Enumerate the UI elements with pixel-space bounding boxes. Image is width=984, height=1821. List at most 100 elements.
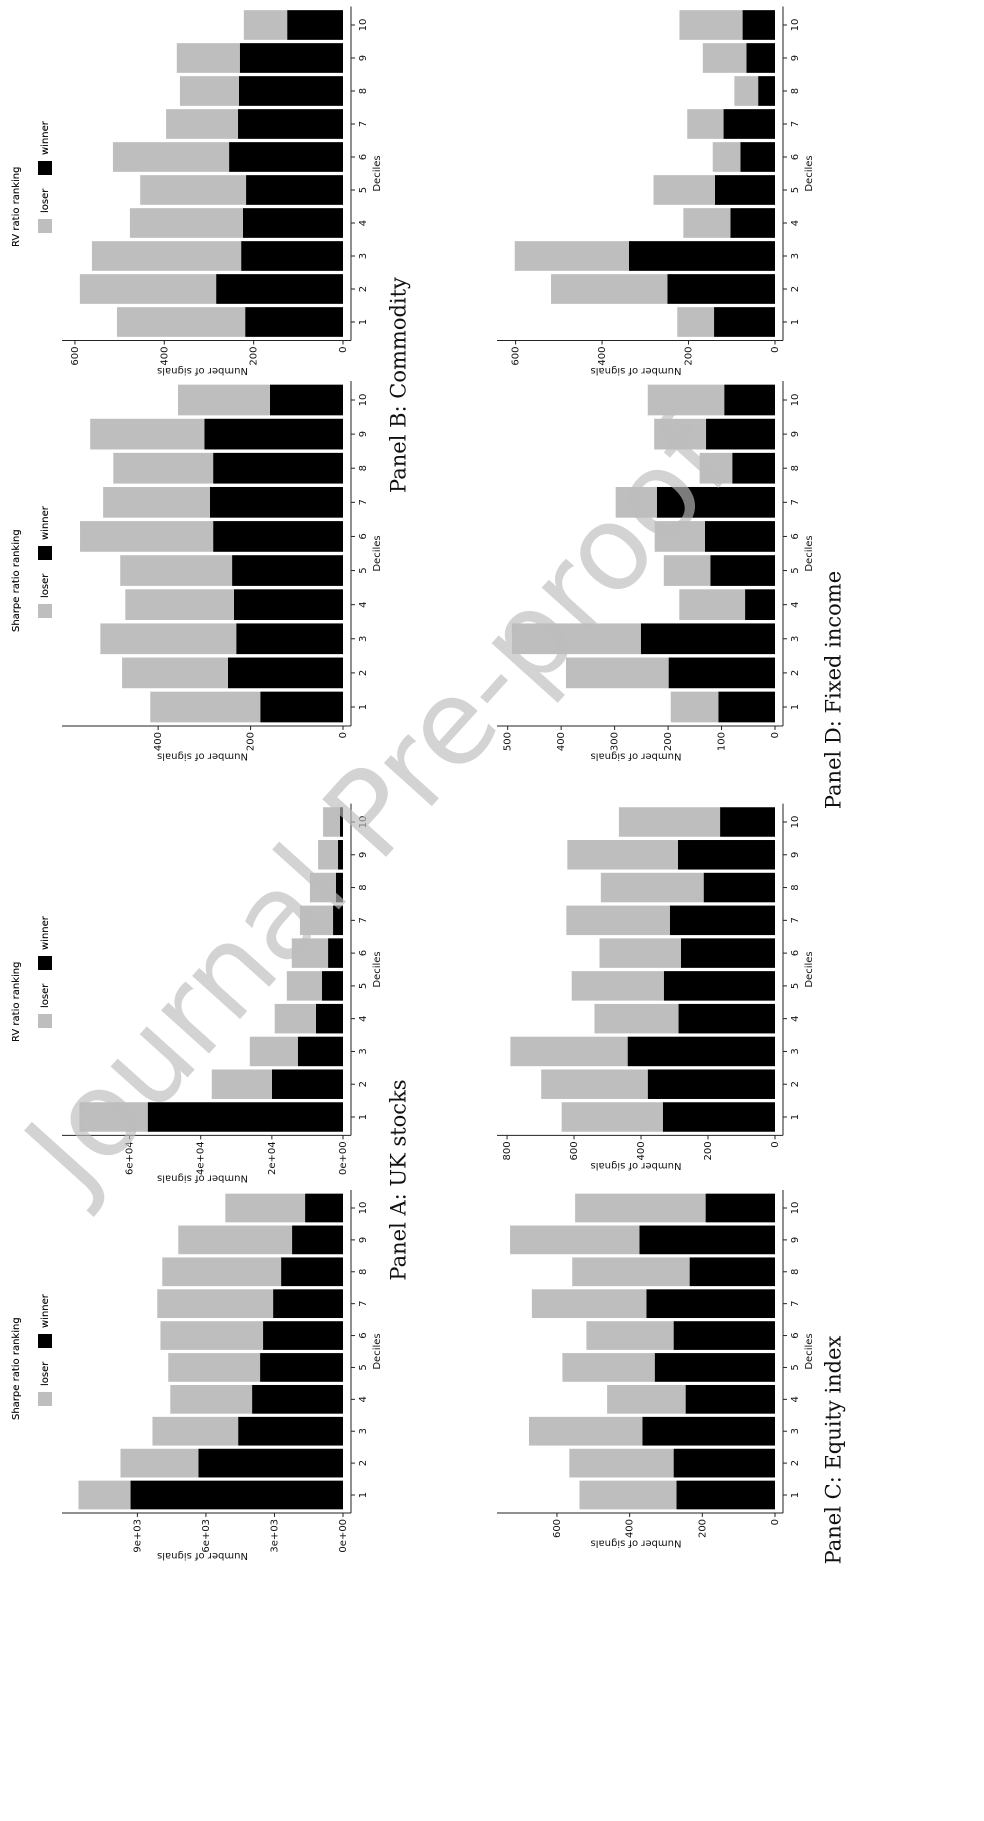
y-tick-label: 600 <box>70 347 81 366</box>
x-tick-label: 6 <box>790 950 801 956</box>
bar <box>78 1480 131 1510</box>
y-tick-label: 400 <box>625 1519 636 1538</box>
x-tick-label: 5 <box>358 187 369 193</box>
bar <box>702 43 747 73</box>
bar <box>140 175 247 205</box>
bar <box>640 623 775 655</box>
y-tick-label: 800 <box>502 1141 513 1160</box>
x-tick-label: 1 <box>358 319 369 325</box>
y-tick-label: 0 <box>770 732 781 738</box>
bar <box>116 307 246 337</box>
bar <box>571 971 664 1001</box>
y-tick-label: 200 <box>703 1141 714 1160</box>
x-tick-label: 4 <box>358 601 369 607</box>
bar <box>618 807 721 837</box>
bar <box>318 840 339 870</box>
x-tick-label: 7 <box>358 121 369 127</box>
bar <box>599 938 681 968</box>
x-tick-label: 4 <box>790 1396 801 1402</box>
x-tick-label: 10 <box>790 816 801 829</box>
x-tick-label: 5 <box>358 1364 369 1370</box>
x-tick-label: 10 <box>358 1202 369 1215</box>
y-tick-label: 2e+04 <box>267 1141 278 1175</box>
legend-key <box>38 546 52 560</box>
x-tick-label: 3 <box>358 1428 369 1434</box>
bar <box>239 43 343 73</box>
bar <box>647 384 725 416</box>
x-tick-label: 8 <box>358 88 369 94</box>
legend-key <box>38 956 52 970</box>
bar <box>323 807 340 837</box>
bar <box>679 589 746 621</box>
x-tick-label: 3 <box>358 1048 369 1054</box>
legend-key <box>38 1392 52 1406</box>
bar <box>216 274 343 304</box>
x-tick-label: 1 <box>358 1114 369 1120</box>
x-axis-title: Deciles <box>804 155 815 191</box>
bar <box>689 1257 775 1287</box>
chart-title: Sharpe ratio ranking <box>11 529 22 632</box>
bar <box>179 76 239 106</box>
y-tick-label: 300 <box>610 732 621 751</box>
bar <box>252 1384 343 1414</box>
bar <box>112 142 230 172</box>
bar <box>669 905 775 936</box>
y-tick-label: 500 <box>503 732 514 751</box>
bar <box>260 691 343 723</box>
legend-label: winner <box>40 505 51 540</box>
chart-title: Sharpe ratio ranking <box>11 1317 22 1420</box>
bar <box>281 1257 343 1287</box>
y-tick-label: 0e+00 <box>338 1519 349 1553</box>
x-tick-label: 7 <box>790 121 801 127</box>
x-tick-label: 7 <box>790 1300 801 1306</box>
bar <box>730 208 775 238</box>
bar <box>673 1448 775 1478</box>
x-axis-title: Deciles <box>804 1333 815 1369</box>
bar <box>103 486 210 518</box>
bar <box>80 521 214 552</box>
x-tick-label: 8 <box>790 88 801 94</box>
y-tick-label: 400 <box>636 1141 647 1160</box>
legend-key <box>38 1334 52 1348</box>
x-tick-label: 9 <box>790 431 801 437</box>
legend-label: loser <box>40 1361 51 1386</box>
bar <box>269 384 343 416</box>
x-tick-label: 4 <box>790 220 801 226</box>
panel-label: Panel B: Commodity <box>387 277 411 493</box>
x-tick-label: 9 <box>358 1237 369 1243</box>
bar <box>714 307 775 337</box>
x-tick-label: 7 <box>790 917 801 923</box>
bar <box>646 1289 775 1319</box>
x-tick-label: 8 <box>790 465 801 471</box>
bar <box>233 589 343 621</box>
legend-label: winner <box>40 1293 51 1328</box>
bar <box>567 840 678 870</box>
bar <box>178 384 270 416</box>
bar <box>562 1353 655 1382</box>
y-tick-label: 200 <box>246 732 257 751</box>
y-tick-label: 0 <box>770 1519 781 1525</box>
y-tick-label: 3e+03 <box>269 1519 280 1553</box>
y-axis-title: Number of signals <box>157 1172 248 1183</box>
bar <box>710 555 775 586</box>
x-tick-label: 6 <box>358 950 369 956</box>
x-tick-label: 2 <box>790 286 801 292</box>
legend-key <box>38 1014 52 1028</box>
legend-label: winner <box>40 915 51 950</box>
bar <box>166 109 239 139</box>
bar <box>170 1384 253 1414</box>
bar <box>663 555 711 586</box>
x-axis-title: Deciles <box>372 951 383 987</box>
bar <box>309 872 336 903</box>
bar <box>238 76 343 106</box>
bar <box>122 657 228 689</box>
bar <box>120 1448 199 1478</box>
bar <box>551 274 668 304</box>
x-tick-label: 9 <box>790 55 801 61</box>
bar <box>338 840 343 870</box>
x-tick-label: 5 <box>790 567 801 573</box>
bar <box>758 76 775 106</box>
x-tick-label: 2 <box>358 670 369 676</box>
y-tick-label: 600 <box>511 347 522 366</box>
